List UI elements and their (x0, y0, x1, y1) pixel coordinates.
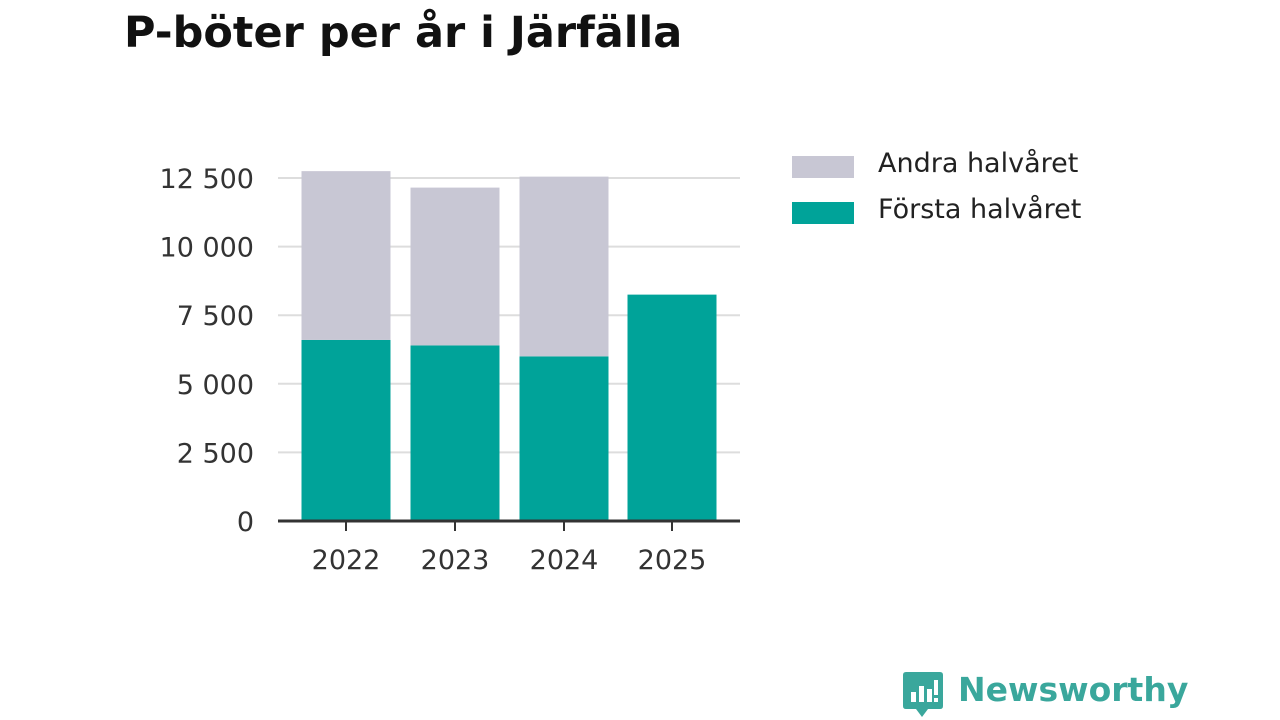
x-tick-label: 2024 (530, 545, 599, 576)
legend-label-first-half: Första halvåret (878, 194, 1082, 225)
legend-swatch-second-half (792, 156, 854, 178)
bar-second-half (519, 176, 609, 357)
bar-second-half (301, 171, 391, 340)
y-tick-label: 0 (237, 507, 254, 538)
x-tick-label: 2023 (421, 545, 490, 576)
y-tick-label: 7 500 (177, 301, 254, 332)
bar-first-half (301, 339, 391, 521)
x-tick-label: 2022 (312, 545, 381, 576)
bar-first-half (627, 294, 717, 521)
bar-second-half (410, 187, 500, 346)
y-tick-label: 10 000 (160, 233, 254, 264)
y-tick-label: 12 500 (160, 164, 254, 195)
chart-title: P-böter per år i Järfälla (124, 8, 683, 58)
bar-first-half (519, 356, 609, 521)
y-tick-label: 2 500 (177, 438, 254, 469)
newsworthy-logo-icon (903, 672, 943, 717)
brand-name: Newsworthy (958, 670, 1189, 709)
legend-swatch-first-half (792, 202, 854, 224)
y-tick-label: 5 000 (177, 370, 254, 401)
x-tick-label: 2025 (638, 545, 707, 576)
bar-first-half (410, 345, 500, 521)
legend-label-second-half: Andra halvåret (878, 148, 1079, 179)
